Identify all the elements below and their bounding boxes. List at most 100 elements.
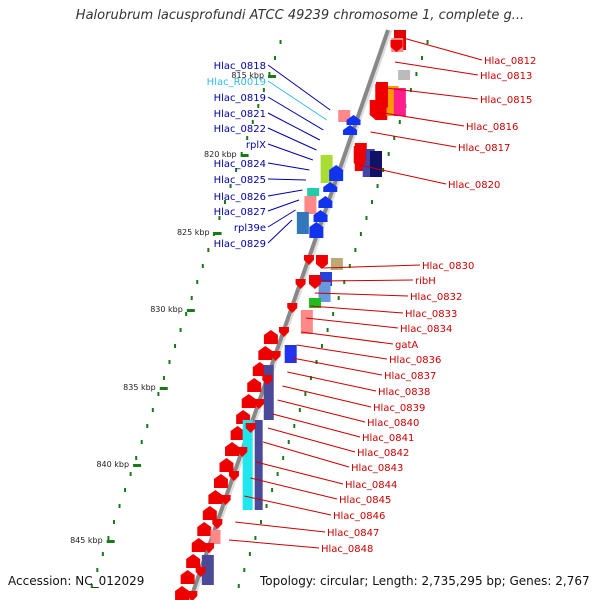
dot-track-left: [218, 216, 221, 220]
gene-label-right: Hlac_0838: [378, 387, 430, 398]
feature-arrow-reverse: [343, 125, 358, 135]
dot-track-right: [398, 120, 401, 124]
feature-block-operon: [201, 555, 214, 585]
feature-arrow-reverse: [202, 506, 217, 520]
dot-track-right: [393, 136, 396, 140]
gene-label-left: rpl39e: [234, 223, 266, 234]
leader-line-right: [296, 344, 388, 360]
feature-arrow-reverse: [180, 570, 195, 584]
gene-label-right: Hlac_0816: [466, 122, 518, 133]
dot-track-right: [282, 456, 285, 460]
feature-block-operon: [263, 365, 274, 420]
gene-label-right: Hlac_0843: [351, 463, 403, 474]
dot-track-right: [276, 472, 279, 476]
dot-track-right: [415, 72, 418, 76]
dot-track-left: [196, 280, 199, 284]
scale-ticks-layer: 815 kbp 820 kbp 825 kbp 830 kbp 835 kbp 840 k…: [70, 71, 277, 545]
gene-label-left: Hlac_0824: [214, 159, 266, 170]
leader-line-right: [228, 539, 320, 549]
topology-text: Topology: circular; Length: 2,735,295 bp…: [260, 574, 590, 588]
gene-label-right: Hlac_0846: [333, 511, 385, 522]
leader-line-right: [272, 413, 361, 438]
feature-arrow-reverse: [175, 586, 190, 600]
dot-track-right: [337, 296, 340, 300]
dot-track-left: [101, 552, 104, 556]
dot-track-left: [224, 200, 227, 204]
gene-label-left: rplX: [246, 140, 266, 151]
leader-line-left: [267, 199, 300, 212]
leader-line-left: [267, 127, 317, 151]
feature-arrow-forward: [203, 543, 214, 553]
scale-tick-label: 815 kbp: [231, 71, 264, 80]
leader-line-right: [255, 461, 344, 485]
feature-arrow-reverse: [313, 210, 328, 222]
feature-arrow-forward: [195, 567, 206, 577]
feature-block-reverse: [338, 110, 351, 122]
leader-line-right: [306, 317, 399, 329]
dot-track-left: [129, 472, 132, 476]
gene-label-right: Hlac_0845: [339, 495, 391, 506]
feature-arrow-forward: [245, 423, 256, 433]
feature-arrow-forward: [278, 327, 289, 337]
dot-track-right: [387, 152, 390, 156]
gene-labels-layer: Hlac_0818 Hlac_R0019 Hlac_0819 Hlac_0821 Hla…: [207, 56, 537, 555]
gene-label-right: Hlac_0834: [400, 324, 452, 335]
gene-label-right: Hlac_0842: [357, 448, 409, 459]
gene-label-left: Hlac_0819: [214, 93, 266, 104]
leader-line-left: [267, 143, 314, 161]
feature-arrow-reverse: [208, 490, 223, 504]
feature-arrow-reverse: [252, 362, 267, 376]
feature-block-reverse: [296, 212, 309, 234]
dot-track-left: [190, 296, 193, 300]
leader-line-left: [267, 80, 328, 121]
gene-label-left: Hlac_0829: [214, 239, 266, 250]
scale-tick: [106, 540, 115, 543]
feature-arrow-reverse: [247, 378, 262, 392]
dot-track-left: [246, 136, 249, 140]
feature-arrow-forward: [187, 591, 198, 600]
feature-arrow-reverse: [346, 115, 361, 125]
dot-track-left: [162, 376, 165, 380]
dot-track-right: [254, 536, 257, 540]
leader-line-left: [267, 189, 303, 197]
dot-track-right: [420, 56, 423, 60]
leader-line-right: [310, 305, 404, 314]
dot-track-right: [321, 344, 324, 348]
feature-arrow-reverse: [258, 346, 273, 360]
leader-line-left: [267, 209, 296, 228]
dot-track-left: [146, 424, 149, 428]
feature-arrow-reverse: [323, 182, 338, 192]
gene-label-right: ribH: [415, 276, 436, 287]
feature-arrow-forward: [303, 255, 314, 265]
dot-track-right: [243, 568, 246, 572]
feature-block-forward: [284, 345, 297, 363]
feature-arrow-reverse: [318, 196, 333, 208]
dot-track-right: [309, 376, 312, 380]
feature-arrow-forward: [390, 40, 403, 52]
feature-arrow-reverse: [191, 538, 206, 552]
leader-line-right: [385, 87, 479, 100]
dot-track-left: [174, 344, 177, 348]
dot-track-left: [168, 360, 171, 364]
dot-track-right: [326, 328, 329, 332]
dot-track-left: [151, 408, 154, 412]
gene-label-right: Hlac_0830: [422, 261, 474, 272]
dot-track-left: [262, 88, 265, 92]
dot-track-right: [259, 520, 262, 524]
feature-arrow-forward: [262, 375, 273, 385]
leader-line-right: [282, 385, 372, 408]
feature-arrow-forward: [253, 399, 264, 409]
feature-arrow-forward: [353, 146, 366, 168]
feature-block-operon: [242, 420, 253, 510]
scale-tick: [213, 232, 222, 235]
feature-arrow-forward: [295, 279, 306, 289]
feature-arrow-forward: [369, 100, 382, 120]
dot-track-left: [118, 504, 121, 508]
dot-track-left: [268, 72, 271, 76]
leader-line-right: [277, 399, 366, 423]
gene-label-right: Hlac_0841: [362, 433, 414, 444]
feature-arrow-forward: [220, 495, 231, 505]
scale-tick-label: 835 kbp: [123, 383, 156, 392]
leader-line-left: [267, 178, 306, 181]
dot-track-right: [271, 488, 274, 492]
